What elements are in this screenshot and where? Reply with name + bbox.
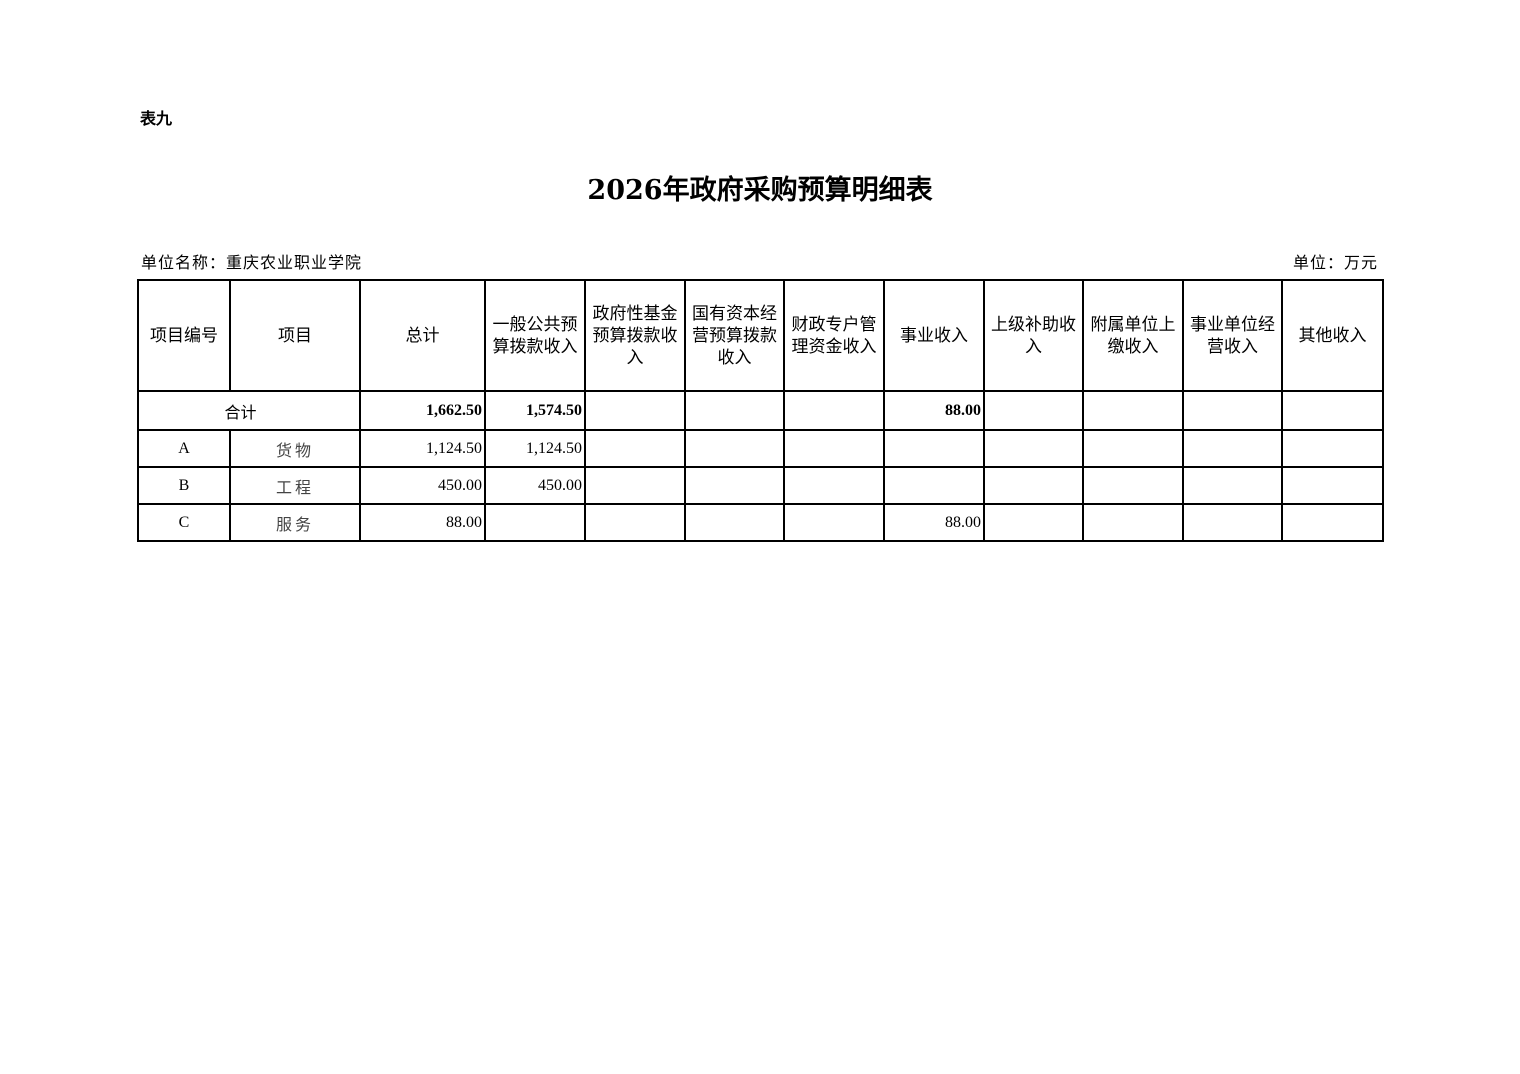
- total-cell: [983, 390, 1084, 431]
- value-cell: 88.00: [359, 503, 486, 542]
- value-cell: 1,124.50: [359, 429, 486, 468]
- total-cell: [783, 390, 885, 431]
- value-cell: [1182, 429, 1283, 468]
- value-cell: 1,124.50: [484, 429, 586, 468]
- column-header: 政府性基金预算拨款收入: [584, 279, 686, 392]
- value-cell: [1082, 429, 1184, 468]
- value-cell: [1082, 466, 1184, 505]
- value-cell: [484, 503, 586, 542]
- column-header: 附属单位上缴收入: [1082, 279, 1184, 392]
- value-cell: [1281, 429, 1384, 468]
- value-cell: [983, 429, 1084, 468]
- value-cell: [584, 466, 686, 505]
- value-cell: [1082, 503, 1184, 542]
- column-header: 事业收入: [883, 279, 985, 392]
- total-row: 合计 1,662.50 1,574.50 88.00: [137, 390, 1384, 431]
- item-code: B: [137, 466, 231, 505]
- column-header: 项目: [229, 279, 361, 392]
- column-header: 其他收入: [1281, 279, 1384, 392]
- value-cell: [684, 429, 785, 468]
- table-row: A 货物 1,124.50 1,124.50: [137, 429, 1384, 468]
- total-cell: [584, 390, 686, 431]
- total-cell: 1,574.50: [484, 390, 586, 431]
- value-cell: [983, 503, 1084, 542]
- value-cell: [1182, 466, 1283, 505]
- value-cell: [1182, 503, 1283, 542]
- value-cell: 450.00: [359, 466, 486, 505]
- item-name: 货物: [229, 429, 361, 468]
- total-cell: 88.00: [883, 390, 985, 431]
- value-cell: 450.00: [484, 466, 586, 505]
- total-cell: 1,662.50: [359, 390, 486, 431]
- value-cell: [783, 503, 885, 542]
- value-cell: [584, 429, 686, 468]
- column-header: 事业单位经营收入: [1182, 279, 1283, 392]
- total-cell: [1281, 390, 1384, 431]
- value-cell: [584, 503, 686, 542]
- value-cell: [983, 466, 1084, 505]
- total-cell: [1182, 390, 1283, 431]
- value-cell: [883, 466, 985, 505]
- page-title: 2026年政府采购预算明细表: [587, 175, 933, 206]
- value-cell: 88.00: [883, 503, 985, 542]
- item-code: A: [137, 429, 231, 468]
- table-row: B 工程 450.00 450.00: [137, 466, 1384, 505]
- value-cell: [684, 466, 785, 505]
- currency-unit: 单位：万元: [1292, 253, 1378, 272]
- total-label: 合计: [137, 390, 361, 431]
- table-row: C 服务 88.00 88.00: [137, 503, 1384, 542]
- column-header: 总计: [359, 279, 486, 392]
- item-name: 工程: [229, 466, 361, 505]
- value-cell: [783, 466, 885, 505]
- column-header: 一般公共预算拨款收入: [484, 279, 586, 392]
- procurement-budget-table: 项目编号 项目 总计 一般公共预算拨款收入 政府性基金预算拨款收入 国有资本经营预算拨款收…: [137, 279, 1384, 542]
- column-header: 上级补助收入: [983, 279, 1084, 392]
- total-cell: [1082, 390, 1184, 431]
- unit-name: 单位名称：重庆农业职业学院: [141, 253, 363, 272]
- column-header: 国有资本经营预算拨款收入: [684, 279, 785, 392]
- item-code: C: [137, 503, 231, 542]
- total-cell: [684, 390, 785, 431]
- value-cell: [1281, 466, 1384, 505]
- value-cell: [783, 429, 885, 468]
- value-cell: [1281, 503, 1384, 542]
- value-cell: [883, 429, 985, 468]
- column-header: 项目编号: [137, 279, 231, 392]
- column-header: 财政专户管理资金收入: [783, 279, 885, 392]
- table-number: 表九: [140, 109, 173, 128]
- value-cell: [684, 503, 785, 542]
- header-row: 项目编号 项目 总计 一般公共预算拨款收入 政府性基金预算拨款收入 国有资本经营预算拨款收…: [137, 279, 1384, 392]
- item-name: 服务: [229, 503, 361, 542]
